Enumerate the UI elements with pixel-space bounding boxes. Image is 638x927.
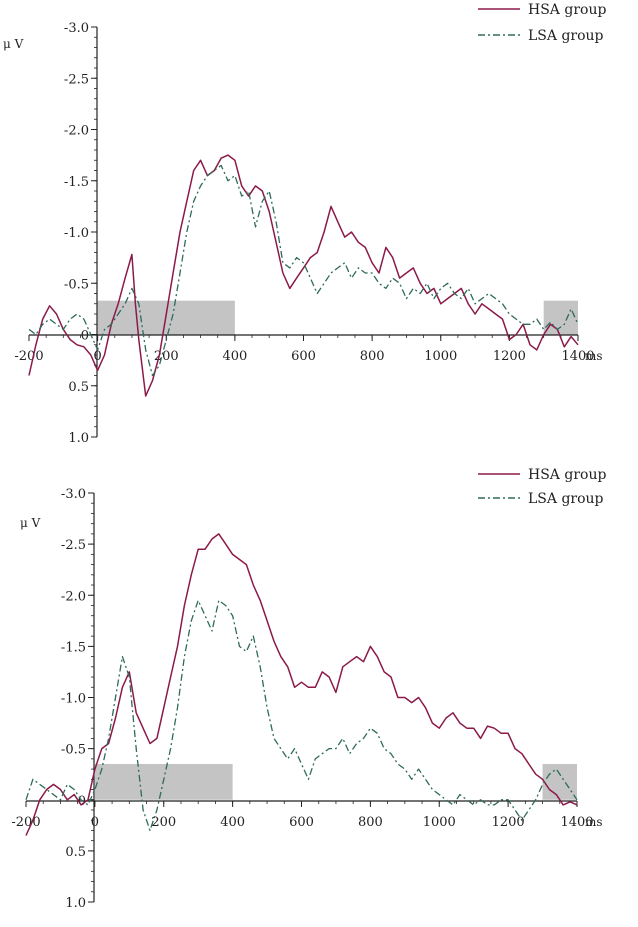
x-tick-label: 400 [222,349,247,364]
y-tick-label: -1.0 [64,226,89,241]
y-tick-label: -1.5 [61,640,86,655]
x-tick-label: 1400 [561,349,594,364]
shaded-window-2 [543,300,578,335]
hsa-series-line [25,533,578,836]
y-unit-label: μ V [3,37,24,51]
legend-label-hsa: HSA group [528,467,606,483]
lsa-series-line [25,599,578,832]
y-tick-label: -2.0 [61,589,86,604]
x-tick-label: 400 [220,815,245,830]
lsa-series-line [28,164,579,377]
x-unit-label: ms [585,815,603,829]
y-tick-label: -2.5 [64,72,89,87]
x-tick-label: 0 [93,349,101,364]
x-tick-label: 600 [291,349,316,364]
x-tick-label: 600 [289,815,314,830]
chart-panel-2: -3.0-2.5-2.0-1.5-1.0-0.500.51.0-200 0 200 4… [11,467,606,911]
y-tick-label: -3.0 [64,21,89,36]
y-tick-label: -0.5 [61,743,86,758]
y-tick-label: 1.0 [68,431,89,446]
x-tick-label: -200 [14,349,43,364]
x-tick-label: 200 [151,815,176,830]
legend-label-lsa: LSA group [528,28,604,44]
x-tick-label: 1200 [493,349,526,364]
chart-panel-1: -3.0-2.5-2.0-1.5-1.0-0.500.51.0-200 0 200 4… [3,2,606,446]
y-tick-label: 0.5 [68,380,89,395]
x-tick-label: 1000 [423,815,456,830]
x-tick-label: 1400 [560,815,593,830]
y-tick-label: -0.5 [64,277,89,292]
y-tick-label: 0.5 [65,845,86,860]
y-tick-label: -2.5 [61,538,86,553]
y-tick-label: 1.0 [65,896,86,911]
legend-label-lsa: LSA group [528,491,604,507]
y-unit-label: μ V [20,516,41,530]
y-tick-label: -3.0 [61,487,86,502]
x-tick-label: 0 [91,815,99,830]
x-tick-label: 1000 [424,349,457,364]
y-tick-label: -1.0 [61,692,86,707]
shaded-window-2 [542,763,577,800]
x-tick-label: 1200 [492,815,525,830]
y-tick-label: 0 [81,329,89,344]
legend-label-hsa: HSA group [528,2,606,18]
y-tick-label: -1.5 [64,175,89,190]
x-unit-label: ms [585,349,603,363]
hsa-series-line [28,154,579,397]
x-tick-label: -200 [11,815,40,830]
x-tick-label: 800 [360,349,385,364]
y-tick-label: -2.0 [64,124,89,139]
x-tick-label: 800 [358,815,383,830]
